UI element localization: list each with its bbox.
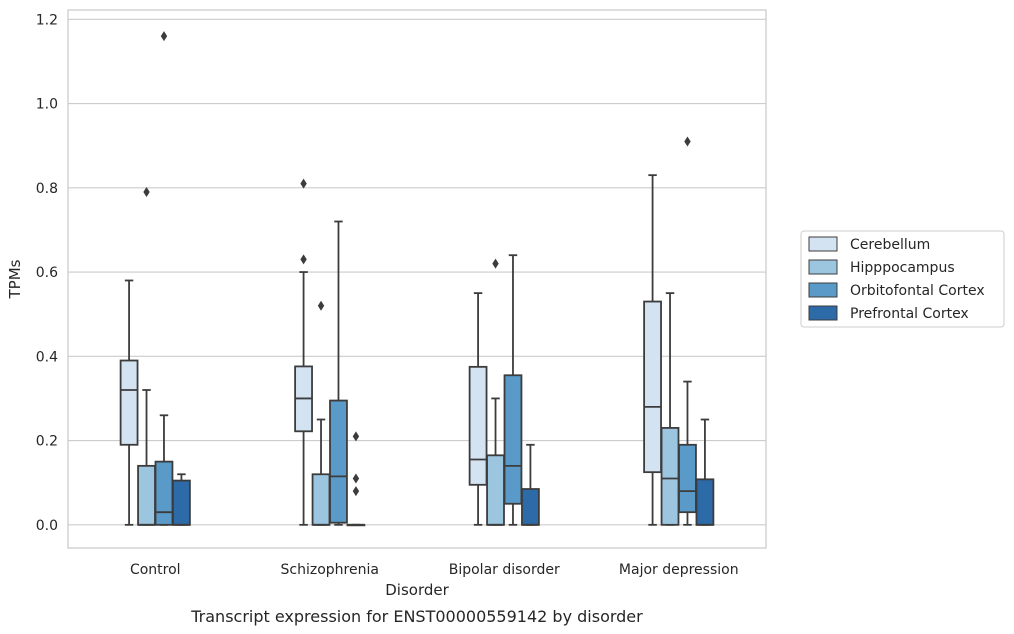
outlier-point [684,136,691,147]
box [468,365,488,486]
legend-entry: Cerebellum [850,237,930,253]
outlier-point [492,258,499,269]
y-tick-label: 0.4 [36,349,58,365]
box [695,478,715,526]
box [172,479,191,526]
outlier-point [317,300,325,311]
box [643,300,662,474]
legend-swatch [808,236,838,252]
outlier-point [160,31,168,42]
box [311,473,331,526]
box-group [137,187,156,526]
box-group [503,254,523,526]
box [486,454,505,526]
box-group [154,31,174,526]
box [329,399,348,524]
box [521,488,540,526]
box [660,427,680,526]
box [154,460,174,526]
chart-caption: Transcript expression for ENST0000055914… [190,607,643,626]
box-group [695,418,715,526]
box [503,374,523,505]
y-tick-label: 0.6 [36,265,58,281]
box-group [346,431,366,527]
box-group [468,292,488,526]
box-series [119,31,715,527]
box-group [678,136,697,526]
y-tick-label: 1.2 [36,12,58,28]
y-tick-label: 1.0 [36,97,58,113]
box [137,464,156,526]
outlier-point [300,254,307,265]
x-axis-label: Disorder [385,581,449,599]
plot-frame [67,9,767,549]
x-axis-ticks: Control Schizophrenia Bipolar disorder Majo… [130,562,739,578]
x-tick-label: Bipolar disorder [449,562,560,578]
y-axis-label: TPMs [6,259,24,299]
box [119,359,139,446]
legend-entry: Hipppocampus [850,260,955,276]
outlier-point [352,486,360,497]
legend: Cerebellum Hipppocampus Orbitofontal Corte… [800,230,1005,328]
outlier-point [143,187,150,198]
y-tick-label: 0.8 [36,181,58,197]
x-tick-label: Control [130,562,181,578]
legend-swatch [808,305,838,321]
legend-entry: Orbitofontal Cortex [850,283,985,299]
box-group [643,174,662,526]
box-group [660,292,680,526]
legend-frame [800,230,1005,328]
legend-swatch [808,282,838,298]
box-group [119,279,139,526]
box [678,443,697,514]
y-tick-label: 0.2 [36,434,58,450]
outlier-point [352,473,360,484]
box-group [329,220,348,526]
box-group [294,178,313,526]
outlier-point [300,178,307,189]
y-axis-ticks: 0.0 0.2 0.4 0.6 0.8 1.0 1.2 [36,12,58,534]
legend-swatch [808,259,838,275]
box-group [172,473,191,526]
legend-entry: Prefrontal Cortex [850,306,969,322]
y-tick-label: 0.0 [36,518,58,534]
box-group [521,443,540,526]
outlier-point [352,431,360,442]
x-tick-label: Schizophrenia [281,562,379,578]
x-tick-label: Major depression [619,562,739,578]
